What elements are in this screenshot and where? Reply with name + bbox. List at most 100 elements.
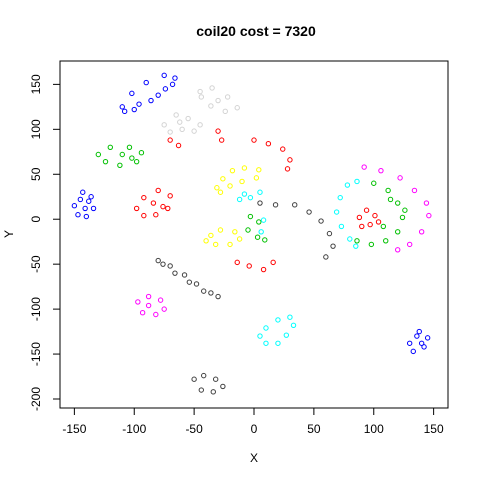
data-point xyxy=(167,129,173,135)
data-point xyxy=(129,90,135,97)
x-tick-label: -100 xyxy=(122,422,146,436)
x-axis: -150 -100 -50 0 50 100 150 xyxy=(62,407,444,436)
data-point xyxy=(275,317,281,323)
data-point xyxy=(378,167,384,174)
data-point xyxy=(275,340,281,346)
data-point xyxy=(220,176,226,182)
data-point xyxy=(135,299,141,305)
data-point xyxy=(222,108,228,115)
data-point xyxy=(215,97,221,104)
data-point xyxy=(363,207,370,213)
data-point xyxy=(257,200,263,206)
data-point xyxy=(338,223,345,230)
data-point xyxy=(212,376,219,382)
data-point xyxy=(395,229,401,235)
data-point xyxy=(197,122,203,128)
data-point xyxy=(210,389,216,395)
data-point xyxy=(102,158,109,165)
data-point xyxy=(90,205,97,212)
data-point xyxy=(129,155,135,161)
data-point xyxy=(131,106,137,113)
data-point xyxy=(359,223,365,230)
data-point xyxy=(155,92,161,98)
x-tick-label: -50 xyxy=(185,422,203,436)
data-point xyxy=(260,217,267,223)
data-point xyxy=(263,340,269,346)
y-tick-label: 150 xyxy=(29,74,43,94)
data-point xyxy=(344,182,351,188)
data-point xyxy=(395,200,401,206)
data-point xyxy=(143,79,149,86)
data-point xyxy=(198,94,205,100)
data-point xyxy=(139,310,146,316)
data-point xyxy=(323,254,329,260)
data-point xyxy=(367,221,373,228)
data-point xyxy=(262,237,268,243)
data-point xyxy=(423,200,430,206)
x-tick-label: 0 xyxy=(251,422,258,436)
data-point xyxy=(414,333,420,339)
data-point xyxy=(75,212,81,218)
data-point xyxy=(251,137,257,143)
data-point xyxy=(375,219,382,225)
data-point xyxy=(239,178,245,185)
data-point xyxy=(236,196,243,203)
data-point xyxy=(80,189,86,195)
data-point xyxy=(217,227,224,233)
data-point xyxy=(172,270,178,276)
data-point xyxy=(227,241,233,248)
data-point xyxy=(263,325,269,331)
y-tick-label: -200 xyxy=(29,387,43,411)
data-point xyxy=(232,229,238,235)
data-point xyxy=(161,122,167,128)
x-tick-label: 150 xyxy=(424,422,444,436)
data-point xyxy=(138,149,145,156)
data-point xyxy=(380,223,387,230)
chart-title: coil20 cost = 7320 xyxy=(196,23,316,39)
data-point xyxy=(371,180,377,186)
plot-frame xyxy=(59,60,449,409)
data-point xyxy=(265,141,272,147)
data-point xyxy=(421,344,427,350)
data-point xyxy=(426,212,432,219)
data-point xyxy=(418,340,425,346)
data-point xyxy=(136,101,142,107)
data-point xyxy=(218,137,225,143)
data-point xyxy=(241,191,248,197)
data-point xyxy=(354,238,360,244)
data-point xyxy=(245,227,251,233)
y-tick-label: 0 xyxy=(29,216,43,223)
data-points xyxy=(71,72,432,395)
data-point xyxy=(253,175,260,181)
data-point xyxy=(387,196,394,203)
data-point xyxy=(418,229,425,235)
data-point xyxy=(201,288,207,294)
data-point xyxy=(153,311,159,318)
data-point xyxy=(283,332,290,338)
data-point xyxy=(167,137,173,143)
data-point xyxy=(227,183,233,189)
data-point xyxy=(353,243,359,249)
data-point xyxy=(292,202,298,208)
data-point xyxy=(126,144,133,151)
data-point xyxy=(71,203,78,209)
data-point xyxy=(220,383,226,390)
data-point xyxy=(354,178,360,185)
data-point xyxy=(209,85,215,91)
data-point xyxy=(402,207,408,213)
data-point xyxy=(193,281,200,287)
x-tick-label: -150 xyxy=(62,422,86,436)
y-axis: -200 -150 -100 -50 0 50 100 150 xyxy=(29,74,61,411)
data-point xyxy=(247,213,254,220)
data-point xyxy=(172,75,178,81)
data-point xyxy=(287,314,293,320)
data-point xyxy=(258,229,264,235)
data-point xyxy=(306,209,312,215)
data-point xyxy=(185,115,191,122)
data-point xyxy=(161,306,167,312)
x-tick-label: 100 xyxy=(364,422,384,436)
data-point xyxy=(148,97,154,104)
x-axis-label: X xyxy=(250,451,258,465)
data-point xyxy=(107,144,113,151)
data-point xyxy=(155,257,161,264)
